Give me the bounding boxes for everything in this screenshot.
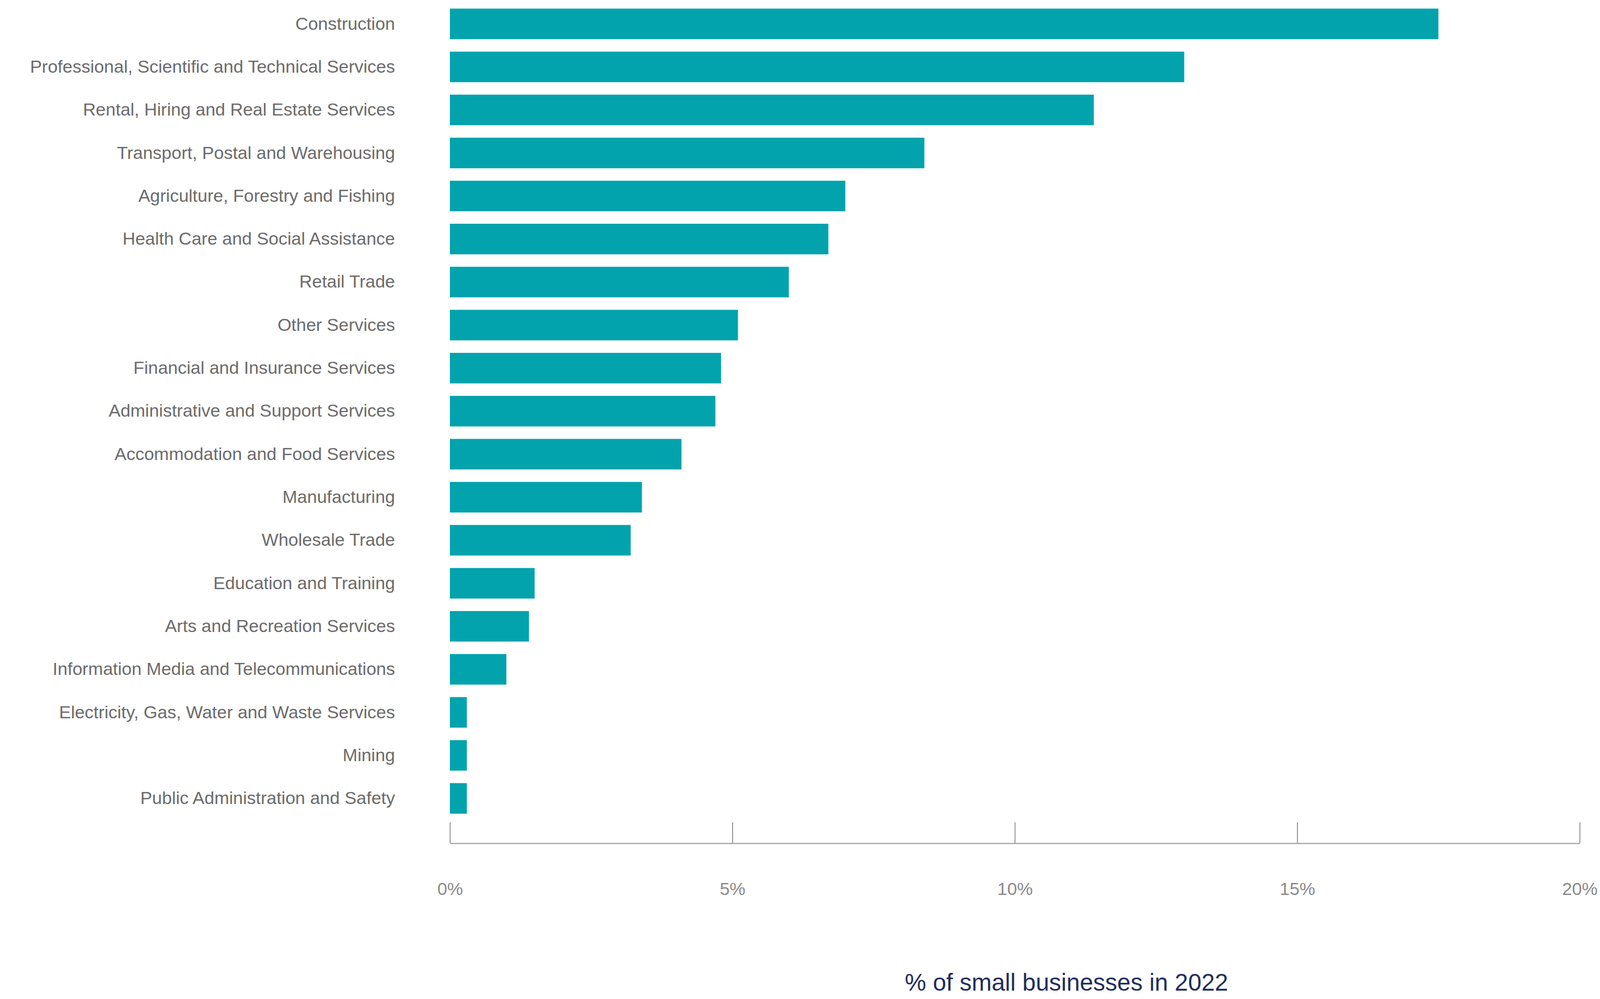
bar	[449, 395, 716, 426]
category-label: Education and Training	[213, 572, 396, 593]
category-label: Retail Trade	[299, 271, 396, 292]
bar	[449, 223, 829, 254]
bar	[449, 524, 631, 555]
x-tick-label: 5%	[719, 878, 746, 899]
bar	[449, 610, 529, 642]
y-tick: Agriculture, Forestry and Fishing	[138, 185, 396, 206]
category-label: Health Care and Social Assistance	[122, 228, 396, 249]
bar	[449, 696, 467, 727]
x-tick-mark	[1579, 821, 1581, 843]
y-tick: Rental, Hiring and Real Estate Services	[83, 99, 396, 120]
bar	[449, 438, 682, 470]
bar	[449, 782, 467, 814]
bar	[449, 739, 467, 771]
x-tick-label: 15%	[1279, 878, 1316, 899]
y-tick: Education and Training	[213, 572, 396, 593]
bar	[449, 137, 925, 168]
category-label: Other Services	[277, 314, 396, 335]
x-tick-label: 20%	[1561, 878, 1598, 899]
x-tick: 10%	[996, 821, 1033, 899]
category-label: Wholesale Trade	[261, 529, 396, 550]
y-tick: Health Care and Social Assistance	[122, 228, 396, 249]
bar	[449, 266, 790, 297]
y-tick: Retail Trade	[299, 271, 396, 292]
y-tick: Mining	[342, 744, 396, 765]
bar	[449, 567, 535, 599]
x-tick: 5%	[719, 821, 746, 899]
category-label: Rental, Hiring and Real Estate Services	[83, 99, 396, 120]
category-label: Manufacturing	[282, 486, 396, 507]
x-axis: 0% 5% 10% 15% 20%	[437, 821, 1598, 899]
bar	[449, 51, 1185, 83]
y-tick: Manufacturing	[282, 486, 396, 507]
category-label: Construction	[295, 13, 396, 34]
x-tick-label: 10%	[996, 878, 1033, 899]
y-tick: Financial and Insurance Services	[133, 357, 396, 378]
x-tick: 20%	[1561, 821, 1598, 899]
x-tick-label: 0%	[437, 878, 463, 899]
x-tick: 0%	[437, 821, 463, 899]
category-label: Accommodation and Food Services	[114, 443, 396, 464]
category-label: Mining	[342, 744, 396, 765]
category-label: Agriculture, Forestry and Fishing	[138, 185, 396, 206]
category-label: Administrative and Support Services	[108, 400, 396, 421]
chart: 0% 5% 10% 15% 20% Construction Professional, S…	[0, 0, 1600, 999]
y-tick: Construction	[295, 13, 396, 34]
bar	[449, 352, 722, 384]
y-tick: Transport, Postal and Warehousing	[117, 142, 396, 163]
category-label: Financial and Insurance Services	[133, 357, 396, 378]
y-tick: Wholesale Trade	[261, 529, 396, 550]
bar	[449, 94, 1094, 125]
x-tick-mark	[1296, 821, 1298, 843]
y-tick: Electricity, Gas, Water and Waste Servic…	[59, 701, 396, 722]
y-tick: Administrative and Support Services	[108, 400, 396, 421]
y-tick: Public Administration and Safety	[140, 787, 396, 808]
bar	[449, 180, 846, 212]
bar	[449, 8, 1439, 39]
bar	[449, 481, 643, 513]
category-label: Public Administration and Safety	[140, 787, 396, 808]
bar	[449, 309, 738, 341]
category-label: Arts and Recreation Services	[165, 615, 396, 636]
x-tick-mark	[449, 821, 451, 843]
bars	[449, 8, 1439, 814]
y-tick: Professional, Scientific and Technical S…	[29, 56, 396, 77]
category-label: Electricity, Gas, Water and Waste Servic…	[59, 701, 396, 722]
y-tick: Other Services	[277, 314, 396, 335]
y-tick: Arts and Recreation Services	[165, 615, 396, 636]
category-label: Professional, Scientific and Technical S…	[29, 56, 396, 77]
x-tick: 15%	[1279, 821, 1316, 899]
y-tick: Accommodation and Food Services	[114, 443, 396, 464]
x-axis-title: % of small businesses in 2022	[905, 968, 1229, 996]
category-label: Transport, Postal and Warehousing	[117, 142, 396, 163]
x-tick-mark	[732, 821, 734, 843]
x-tick-mark	[1014, 821, 1016, 843]
bar	[449, 653, 507, 684]
category-label: Information Media and Telecommunications	[52, 658, 396, 679]
y-tick: Information Media and Telecommunications	[52, 658, 396, 679]
y-axis: Construction Professional, Scientific and…	[29, 13, 396, 808]
